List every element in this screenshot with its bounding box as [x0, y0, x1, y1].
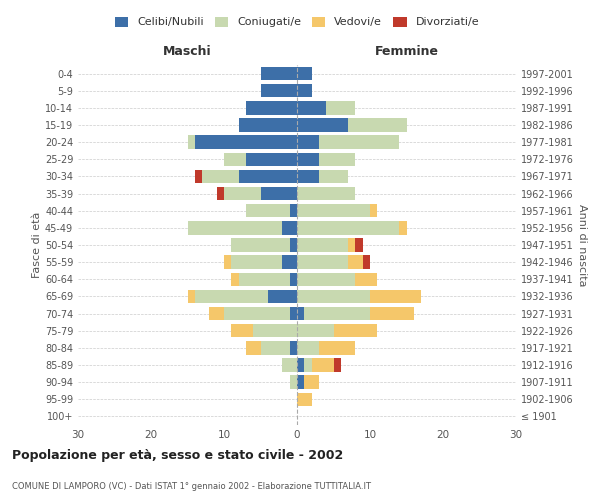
Bar	[348, 238, 355, 252]
Bar	[290, 204, 297, 218]
Bar	[297, 101, 326, 114]
Bar	[195, 170, 202, 183]
Bar	[348, 118, 407, 132]
Bar	[290, 272, 297, 286]
Bar	[370, 204, 377, 218]
Bar	[297, 152, 319, 166]
Bar	[297, 204, 370, 218]
Bar	[283, 358, 297, 372]
Y-axis label: Anni di nascita: Anni di nascita	[577, 204, 587, 286]
Bar	[297, 136, 319, 149]
Bar	[232, 324, 253, 338]
Bar	[253, 324, 297, 338]
Bar	[195, 290, 268, 303]
Bar	[202, 170, 239, 183]
Bar	[232, 272, 239, 286]
Bar	[297, 341, 319, 354]
Bar	[187, 136, 195, 149]
Bar	[297, 118, 348, 132]
Bar	[232, 238, 290, 252]
Bar	[260, 187, 297, 200]
Bar	[297, 238, 348, 252]
Text: Maschi: Maschi	[163, 45, 212, 58]
Bar	[239, 272, 290, 286]
Bar	[304, 358, 311, 372]
Bar	[209, 307, 224, 320]
Bar	[297, 256, 348, 269]
Bar	[370, 290, 421, 303]
Bar	[297, 376, 304, 389]
Legend: Celibi/Nubili, Coniugati/e, Vedovi/e, Divorziati/e: Celibi/Nubili, Coniugati/e, Vedovi/e, Di…	[115, 16, 479, 28]
Bar	[334, 358, 341, 372]
Bar	[260, 341, 290, 354]
Bar	[334, 324, 377, 338]
Bar	[224, 256, 232, 269]
Bar	[232, 256, 283, 269]
Bar	[246, 101, 297, 114]
Bar	[187, 221, 283, 234]
Bar	[297, 358, 304, 372]
Bar	[355, 238, 362, 252]
Bar	[268, 290, 297, 303]
Bar	[297, 170, 319, 183]
Bar	[283, 221, 297, 234]
Bar	[297, 392, 311, 406]
Bar	[290, 376, 297, 389]
Bar	[260, 84, 297, 98]
Bar	[319, 341, 355, 354]
Y-axis label: Fasce di età: Fasce di età	[32, 212, 42, 278]
Bar	[297, 221, 399, 234]
Bar	[304, 307, 370, 320]
Bar	[297, 187, 355, 200]
Bar	[217, 187, 224, 200]
Bar	[224, 152, 246, 166]
Bar	[297, 272, 355, 286]
Bar	[239, 170, 297, 183]
Bar	[297, 84, 311, 98]
Bar	[297, 290, 370, 303]
Bar	[290, 307, 297, 320]
Bar	[355, 272, 377, 286]
Bar	[326, 101, 355, 114]
Bar	[297, 324, 334, 338]
Bar	[246, 341, 260, 354]
Bar	[297, 67, 311, 80]
Bar	[304, 376, 319, 389]
Bar	[319, 152, 355, 166]
Bar	[224, 187, 260, 200]
Text: COMUNE DI LAMPORO (VC) - Dati ISTAT 1° gennaio 2002 - Elaborazione TUTTITALIA.IT: COMUNE DI LAMPORO (VC) - Dati ISTAT 1° g…	[12, 482, 371, 491]
Bar	[187, 290, 195, 303]
Bar	[399, 221, 407, 234]
Text: Popolazione per età, sesso e stato civile - 2002: Popolazione per età, sesso e stato civil…	[12, 450, 343, 462]
Bar	[290, 341, 297, 354]
Bar	[290, 238, 297, 252]
Bar	[239, 118, 297, 132]
Bar	[260, 67, 297, 80]
Bar	[224, 307, 290, 320]
Bar	[370, 307, 414, 320]
Bar	[246, 152, 297, 166]
Bar	[311, 358, 334, 372]
Bar	[246, 204, 290, 218]
Bar	[319, 170, 348, 183]
Text: Femmine: Femmine	[374, 45, 439, 58]
Bar	[297, 307, 304, 320]
Bar	[362, 256, 370, 269]
Bar	[348, 256, 363, 269]
Bar	[319, 136, 399, 149]
Bar	[283, 256, 297, 269]
Bar	[195, 136, 297, 149]
